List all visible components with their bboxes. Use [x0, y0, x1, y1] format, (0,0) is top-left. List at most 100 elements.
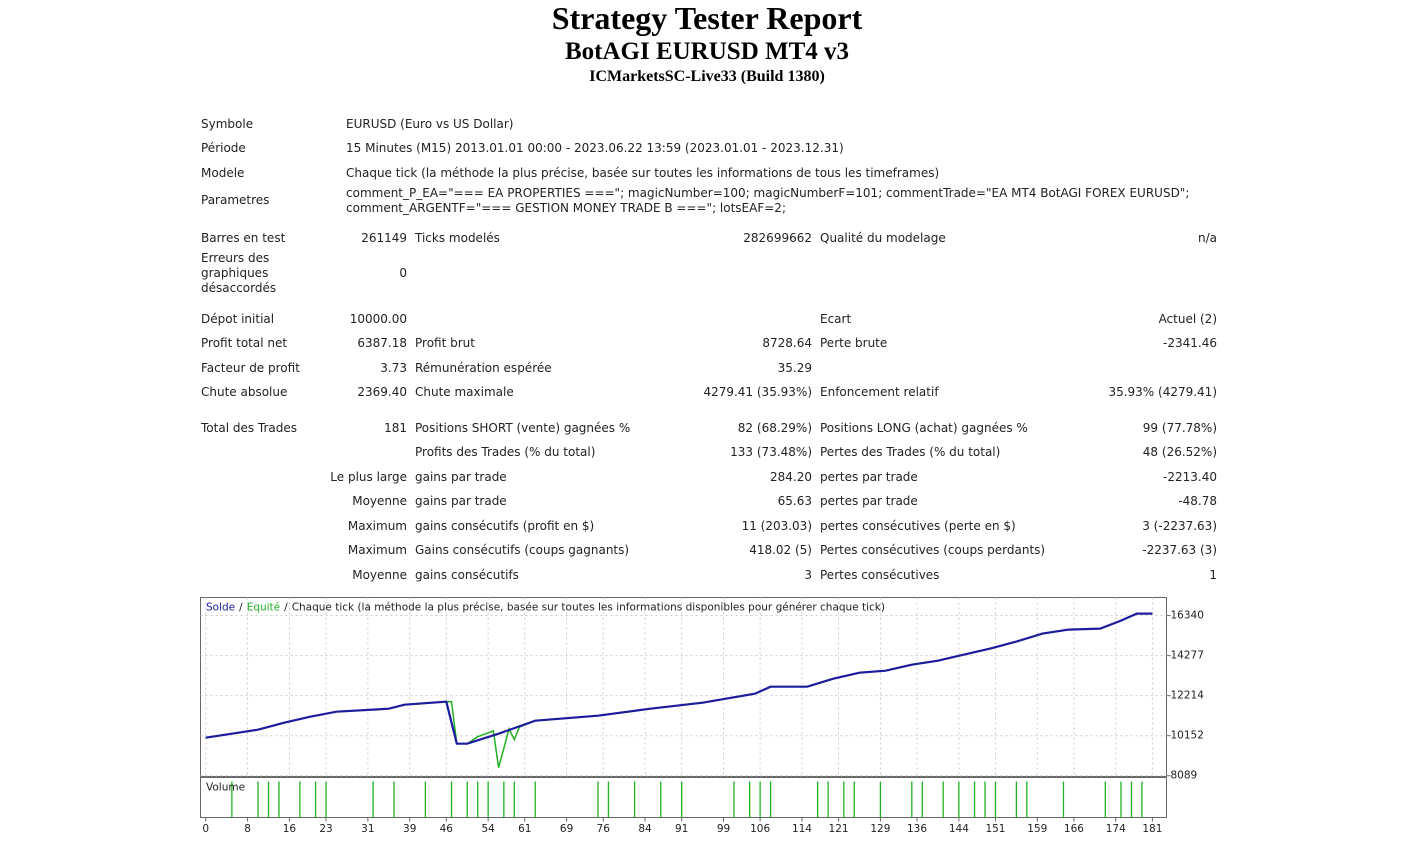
table-row: Profit total net 6387.18 Profit brut 8728.6…	[197, 332, 1221, 357]
legend: Solde / Equité / Chaque tick (la méthode la …	[206, 602, 885, 614]
x-tick-label: 0	[202, 823, 209, 835]
report-server: ICMarketsSC-Live33 (Build 1380)	[589, 68, 825, 85]
cell-label: Symbole	[201, 116, 254, 131]
cell-label: pertes par trade	[820, 469, 918, 484]
table-row: Maximum gains consécutifs (profit en $) 11…	[197, 514, 1221, 539]
cell-value: comment_P_EA="=== EA PROPERTIES ==="; ma…	[346, 185, 1190, 215]
cell-label: Pertes consécutives	[820, 567, 940, 582]
cell-label: Profit brut	[415, 336, 475, 351]
cell-value: n/a	[1197, 231, 1217, 246]
cell-value: 133 (73.48%)	[730, 445, 812, 460]
cell-label: Profit total net	[201, 336, 288, 351]
y-tick-label: 12214	[1171, 690, 1205, 702]
legend-item: Solde	[206, 602, 235, 614]
cell-value: Actuel (2)	[1158, 311, 1217, 326]
x-tick-label: 129	[870, 823, 890, 835]
cell-value: 99 (77.78%)	[1142, 420, 1217, 435]
cell-label: Ecart	[820, 311, 852, 326]
x-tick-label: 181	[1142, 823, 1162, 835]
cell-label: Profits des Trades (% du total)	[415, 445, 596, 460]
x-tick-label: 121	[829, 823, 849, 835]
table-row: Total des Trades 181 Positions SHORT (vent…	[197, 416, 1221, 441]
x-tick-label: 8	[244, 823, 251, 835]
table-row: Erreurs des graphiques désaccordés 0	[197, 251, 1221, 296]
cell-value: Moyenne	[352, 567, 407, 582]
cell-value: 3	[804, 567, 812, 582]
cell-value: Maximum	[347, 543, 407, 558]
cell-value: -48.78	[1178, 494, 1217, 509]
cell-value: 418.02 (5)	[749, 543, 812, 558]
cell-value: 181	[384, 420, 407, 435]
cell-value: 284.20	[770, 469, 812, 484]
cell-value: Moyenne	[352, 494, 407, 509]
x-tick-label: 84	[638, 823, 652, 835]
cell-value: 4279.41 (35.93%)	[703, 385, 812, 400]
cell-label: Total des Trades	[201, 420, 298, 435]
table-row: Dépot initial 10000.00 Ecart Actuel (2)	[197, 307, 1221, 332]
x-tick-label: 16	[283, 823, 297, 835]
x-tick-label: 39	[403, 823, 416, 835]
cell-label: gains consécutifs	[415, 567, 519, 582]
legend-item: Chaque tick (la méthode la plus précise,…	[292, 602, 885, 614]
cell-label: Dépot initial	[201, 311, 275, 326]
cell-label: Positions SHORT (vente) gagnées %	[415, 420, 631, 435]
cell-value: 10000.00	[349, 311, 407, 326]
x-tick-label: 174	[1106, 823, 1126, 835]
cell-label: Positions LONG (achat) gagnées %	[820, 420, 1028, 435]
chart: 8089 10152 12214 14277 16340 0 8 16 23 31 39 46 54 61…	[200, 597, 1205, 835]
cell-label: Pertes consécutives (coups perdants)	[820, 543, 1046, 558]
cell-label: Ticks modelés	[415, 231, 500, 246]
cell-value: -2341.46	[1163, 336, 1217, 351]
cell-value: 35.29	[777, 360, 812, 375]
cell-label: pertes par trade	[820, 494, 918, 509]
cell-label: Chute maximale	[415, 385, 514, 400]
cell-label: Qualité du modelage	[820, 231, 946, 246]
x-tick-label: 91	[675, 823, 688, 835]
table-row: Période 15 Minutes (M15) 2013.01.01 00:00…	[197, 137, 1221, 162]
cell-label: Facteur de profit	[201, 360, 300, 375]
table-row: Le plus large gains par trade 284.20 pertes…	[197, 465, 1221, 490]
report-subtitle: BotAGI EURUSD MT4 v3	[564, 38, 850, 65]
cell-value: Le plus large	[330, 469, 407, 484]
cell-label: Barres en test	[201, 231, 286, 246]
x-tick-label: 136	[907, 823, 927, 835]
x-tick-label: 23	[319, 823, 332, 835]
cell-value: 261149	[361, 231, 407, 246]
x-tick-label: 31	[361, 823, 374, 835]
x-tick-label: 46	[440, 823, 454, 835]
legend-item: Equité	[247, 602, 280, 614]
legend-item: /	[284, 602, 288, 614]
cell-label: gains par trade	[415, 469, 507, 484]
cell-label: Enfoncement relatif	[820, 385, 939, 400]
cell-label: Rémunération espérée	[415, 360, 552, 375]
cell-label: gains consécutifs (profit en $)	[415, 518, 595, 533]
table-row: Barres en test 261149 Ticks modelés 2826996…	[197, 227, 1221, 252]
table-row: Moyenne gains par trade 65.63 pertes par tr…	[197, 490, 1221, 515]
cell-label: Gains consécutifs (coups gagnants)	[415, 543, 630, 558]
x-tick-label: 69	[560, 823, 573, 835]
cell-label: Parametres	[201, 193, 270, 207]
plot-frame	[200, 597, 1167, 777]
report-table: Symbole EURUSD (Euro vs US Dollar) Période…	[197, 112, 1221, 588]
cell-value: 8728.64	[762, 336, 812, 351]
cell-label: Pertes des Trades (% du total)	[820, 445, 1001, 460]
table-row: Maximum Gains consécutifs (coups gagnants…	[197, 539, 1221, 564]
cell-label: Chute absolue	[201, 385, 288, 400]
x-tick-label: 106	[750, 823, 770, 835]
report-title: Strategy Tester Report	[551, 0, 863, 36]
cell-value: 3 (-2237.63)	[1142, 518, 1217, 533]
cell-value: EURUSD (Euro vs US Dollar)	[346, 116, 514, 131]
x-tick-label: 151	[985, 823, 1005, 835]
legend-item: /	[239, 602, 243, 614]
cell-value: 65.63	[777, 494, 812, 509]
cell-value: 3.73	[380, 360, 407, 375]
table-row: Facteur de profit 3.73 Rémunération espéré…	[197, 356, 1221, 381]
cell-value: 1	[1209, 567, 1217, 582]
cell-label: Modele	[201, 165, 245, 180]
volume-label: Volume	[206, 782, 245, 794]
cell-value: 15 Minutes (M15) 2013.01.01 00:00 - 2023…	[346, 141, 844, 156]
y-tick-label: 10152	[1171, 730, 1204, 742]
cell-value: 282699662	[743, 231, 812, 246]
cell-value: 2369.40	[357, 385, 407, 400]
x-tick-label: 61	[518, 823, 531, 835]
